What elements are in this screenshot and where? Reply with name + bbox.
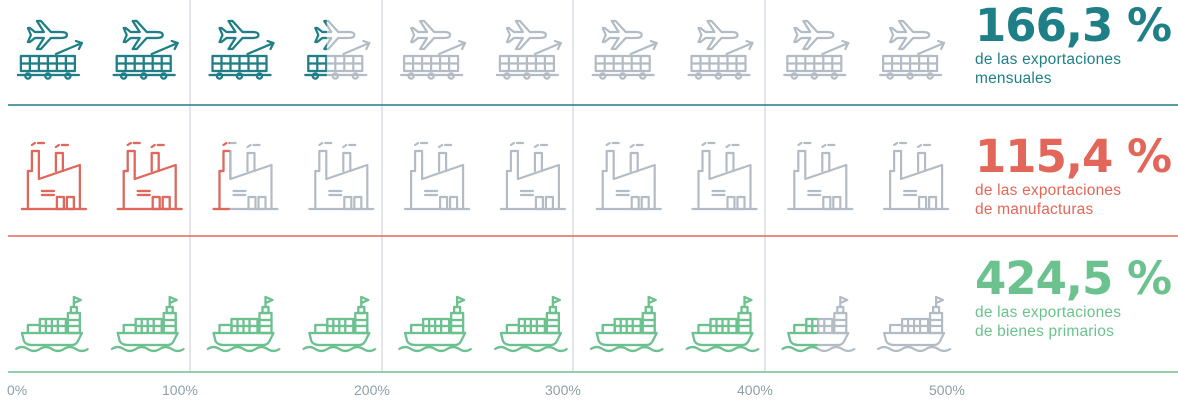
factory-icon [499, 141, 567, 211]
airplane-cargo-icon [208, 19, 275, 80]
factory-icon [595, 141, 662, 211]
airplane-cargo-icon [304, 19, 371, 80]
factory-icon [212, 141, 279, 211]
airplane-cargo-icon [783, 19, 850, 80]
x-tick-label: 500% [929, 382, 965, 398]
cargo-ship-icon [14, 295, 89, 353]
x-tick-label: 200% [354, 382, 390, 398]
cargo-ship-icon [685, 295, 760, 353]
x-tick-label: 400% [737, 382, 773, 398]
factory-icon [787, 141, 854, 211]
factory-icon [882, 141, 950, 211]
cargo-ship-icon [876, 295, 952, 353]
factory-icon [116, 141, 183, 211]
x-tick-label: 100% [162, 382, 198, 398]
stat-exportaciones-bienes-primarios: 424,5 % de las exportaciones de bienes p… [975, 255, 1175, 341]
cargo-ship-icon [589, 295, 664, 353]
factory-icon [404, 141, 471, 211]
airplane-cargo-icon [112, 19, 179, 80]
stat-value: 424,5 % [975, 252, 1172, 305]
stat-label-line1: de las exportaciones [975, 51, 1122, 68]
airplane-cargo-icon [495, 19, 563, 80]
cargo-ship-icon [302, 295, 377, 353]
stat-label-line1: de las exportaciones [975, 304, 1122, 321]
factory-icon [20, 141, 87, 211]
cargo-ship-icon [206, 295, 281, 353]
cargo-ship-icon [781, 295, 856, 353]
stat-exportaciones-mensuales: 166,3 % de las exportaciones mensuales [975, 2, 1175, 88]
stat-label-line2: de manufacturas [975, 201, 1094, 218]
x-tick-label: 300% [545, 382, 581, 398]
airplane-cargo-icon [591, 19, 658, 80]
cargo-ship-icon [110, 295, 185, 353]
factory-icon [308, 141, 375, 211]
stat-value: 115,4 % [975, 130, 1172, 183]
cargo-ship-icon [493, 295, 569, 353]
stat-label-line1: de las exportaciones [975, 182, 1122, 199]
stat-value: 166,3 % [975, 0, 1172, 52]
airplane-cargo-icon [16, 19, 83, 80]
stat-exportaciones-manufacturas: 115,4 % de las exportaciones de manufact… [975, 133, 1175, 219]
stat-label-line2: de bienes primarios [975, 323, 1115, 340]
airplane-cargo-icon [400, 19, 467, 80]
factory-icon [691, 141, 758, 211]
stat-label-line2: mensuales [975, 70, 1052, 87]
cargo-ship-icon [398, 295, 473, 353]
airplane-cargo-icon [878, 19, 946, 80]
airplane-cargo-icon [687, 19, 754, 80]
x-tick-label: 0% [7, 382, 28, 398]
